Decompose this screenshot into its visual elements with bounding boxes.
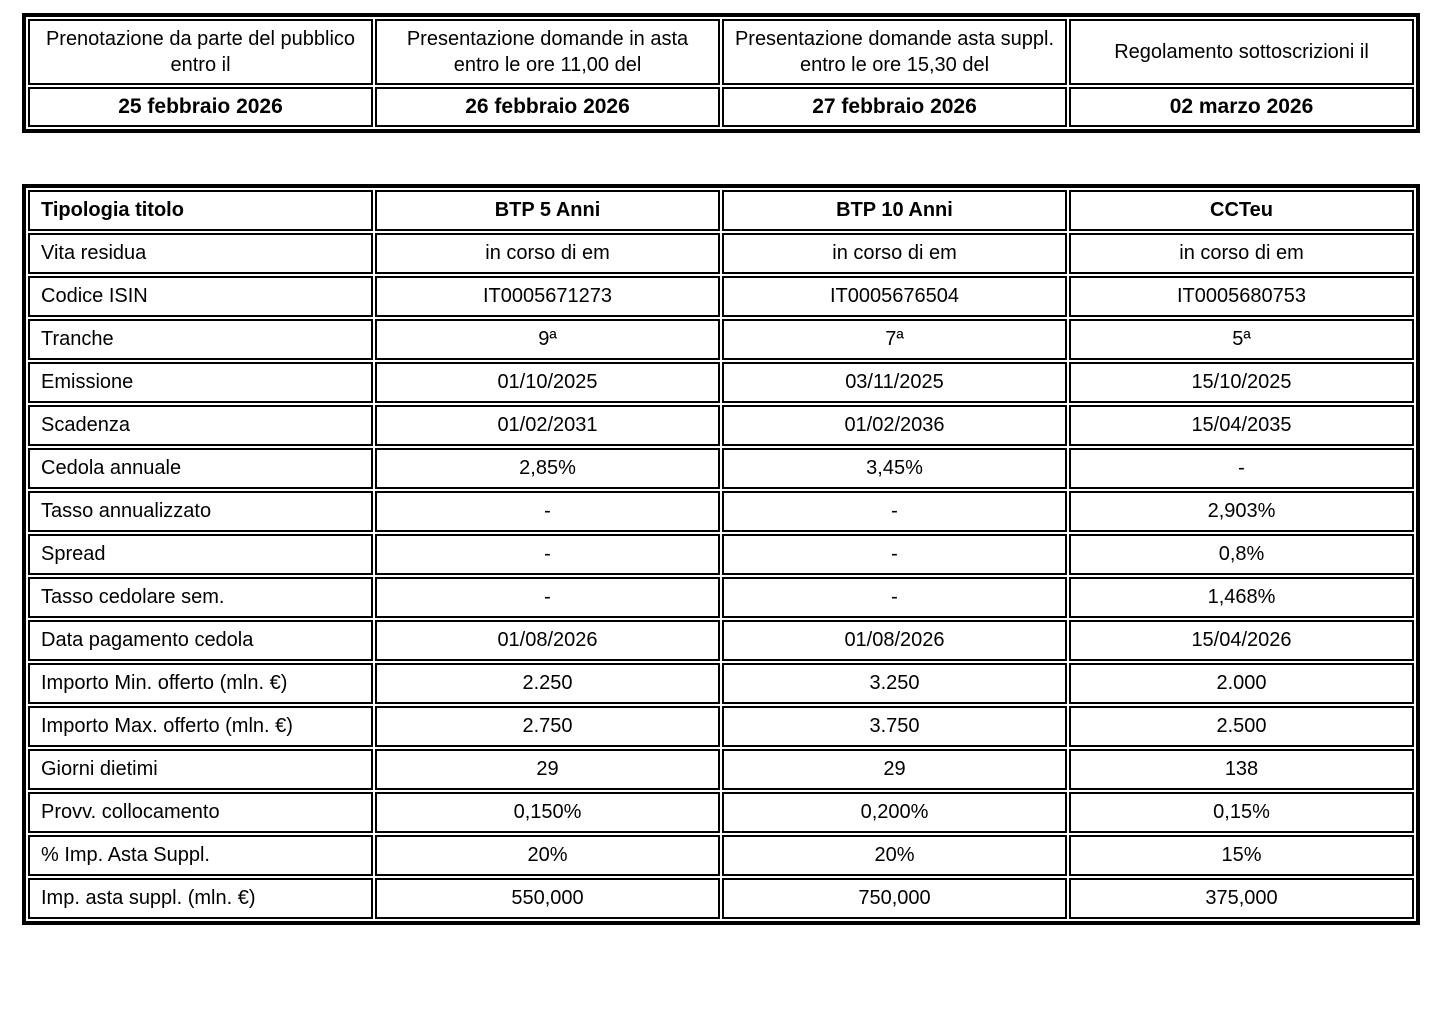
- schedule-date-asta-suppl: 27 febbraio 2026: [722, 87, 1067, 127]
- row-value: 550,000: [375, 878, 720, 919]
- table-row: % Imp. Asta Suppl. 20% 20% 15%: [28, 835, 1414, 876]
- row-label: Provv. collocamento: [28, 792, 373, 833]
- row-value: IT0005680753: [1069, 276, 1414, 317]
- schedule-header-domande-asta: Presentazione domande in asta entro le o…: [375, 19, 720, 85]
- row-label: Tasso cedolare sem.: [28, 577, 373, 618]
- row-value: 0,150%: [375, 792, 720, 833]
- row-value: 15/10/2025: [1069, 362, 1414, 403]
- schedule-header-prenotazione: Prenotazione da parte del pubblico entro…: [28, 19, 373, 85]
- row-value: 15%: [1069, 835, 1414, 876]
- table-row: Scadenza 01/02/2031 01/02/2036 15/04/203…: [28, 405, 1414, 446]
- table-row: Vita residua in corso di em in corso di …: [28, 233, 1414, 274]
- table-row: Spread - - 0,8%: [28, 534, 1414, 575]
- row-value: 138: [1069, 749, 1414, 790]
- row-label: Codice ISIN: [28, 276, 373, 317]
- row-value: 9ª: [375, 319, 720, 360]
- row-value: 01/02/2031: [375, 405, 720, 446]
- row-value: 5ª: [1069, 319, 1414, 360]
- row-label: Giorni dietimi: [28, 749, 373, 790]
- table-row: Data pagamento cedola 01/08/2026 01/08/2…: [28, 620, 1414, 661]
- schedule-header-row: Prenotazione da parte del pubblico entro…: [28, 19, 1414, 85]
- table-row: Importo Max. offerto (mln. €) 2.750 3.75…: [28, 706, 1414, 747]
- row-value: IT0005671273: [375, 276, 720, 317]
- row-value: 750,000: [722, 878, 1067, 919]
- row-label: Vita residua: [28, 233, 373, 274]
- row-value: in corso di em: [722, 233, 1067, 274]
- schedule-header-regolamento: Regolamento sottoscrizioni il: [1069, 19, 1414, 85]
- schedule-date-prenotazione: 25 febbraio 2026: [28, 87, 373, 127]
- table-row: Tranche 9ª 7ª 5ª: [28, 319, 1414, 360]
- row-value: -: [722, 491, 1067, 532]
- details-header-ccteu: CCTeu: [1069, 190, 1414, 231]
- row-value: 15/04/2035: [1069, 405, 1414, 446]
- row-value: IT0005676504: [722, 276, 1067, 317]
- row-value: 7ª: [722, 319, 1067, 360]
- row-label: Importo Max. offerto (mln. €): [28, 706, 373, 747]
- row-label: Tranche: [28, 319, 373, 360]
- row-value: -: [375, 534, 720, 575]
- row-value: 2,903%: [1069, 491, 1414, 532]
- row-value: -: [375, 577, 720, 618]
- table-row: Emissione 01/10/2025 03/11/2025 15/10/20…: [28, 362, 1414, 403]
- table-row: Importo Min. offerto (mln. €) 2.250 3.25…: [28, 663, 1414, 704]
- row-value: 01/08/2026: [722, 620, 1067, 661]
- row-value: 2.250: [375, 663, 720, 704]
- row-value: 2.500: [1069, 706, 1414, 747]
- schedule-header-asta-suppl: Presentazione domande asta suppl. entro …: [722, 19, 1067, 85]
- details-header-row: Tipologia titolo BTP 5 Anni BTP 10 Anni …: [28, 190, 1414, 231]
- table-row: Giorni dietimi 29 29 138: [28, 749, 1414, 790]
- row-value: 2.750: [375, 706, 720, 747]
- row-label: Tasso annualizzato: [28, 491, 373, 532]
- table-row: Cedola annuale 2,85% 3,45% -: [28, 448, 1414, 489]
- table-row: Imp. asta suppl. (mln. €) 550,000 750,00…: [28, 878, 1414, 919]
- schedule-dates-row: 25 febbraio 2026 26 febbraio 2026 27 feb…: [28, 87, 1414, 127]
- row-value: 03/11/2025: [722, 362, 1067, 403]
- row-label: Emissione: [28, 362, 373, 403]
- details-header-btp10: BTP 10 Anni: [722, 190, 1067, 231]
- table-row: Tasso cedolare sem. - - 1,468%: [28, 577, 1414, 618]
- security-details-table: Tipologia titolo BTP 5 Anni BTP 10 Anni …: [22, 184, 1420, 925]
- row-value: in corso di em: [1069, 233, 1414, 274]
- table-row: Codice ISIN IT0005671273 IT0005676504 IT…: [28, 276, 1414, 317]
- row-value: 01/02/2036: [722, 405, 1067, 446]
- row-value: 3,45%: [722, 448, 1067, 489]
- row-value: 29: [375, 749, 720, 790]
- row-label: Cedola annuale: [28, 448, 373, 489]
- row-label: % Imp. Asta Suppl.: [28, 835, 373, 876]
- row-label: Imp. asta suppl. (mln. €): [28, 878, 373, 919]
- row-value: in corso di em: [375, 233, 720, 274]
- row-value: 0,8%: [1069, 534, 1414, 575]
- details-header-label: Tipologia titolo: [28, 190, 373, 231]
- details-header-btp5: BTP 5 Anni: [375, 190, 720, 231]
- row-value: 01/08/2026: [375, 620, 720, 661]
- row-value: 20%: [375, 835, 720, 876]
- row-value: 0,200%: [722, 792, 1067, 833]
- auction-schedule-table: Prenotazione da parte del pubblico entro…: [22, 13, 1420, 133]
- row-label: Data pagamento cedola: [28, 620, 373, 661]
- row-label: Spread: [28, 534, 373, 575]
- row-value: -: [375, 491, 720, 532]
- row-value: 1,468%: [1069, 577, 1414, 618]
- row-value: -: [722, 534, 1067, 575]
- row-label: Scadenza: [28, 405, 373, 446]
- row-value: 375,000: [1069, 878, 1414, 919]
- row-value: 0,15%: [1069, 792, 1414, 833]
- row-value: 3.250: [722, 663, 1067, 704]
- row-label: Importo Min. offerto (mln. €): [28, 663, 373, 704]
- row-value: -: [722, 577, 1067, 618]
- details-table-body: Tipologia titolo BTP 5 Anni BTP 10 Anni …: [28, 190, 1414, 919]
- row-value: 20%: [722, 835, 1067, 876]
- row-value: -: [1069, 448, 1414, 489]
- row-value: 2,85%: [375, 448, 720, 489]
- row-value: 01/10/2025: [375, 362, 720, 403]
- table-row: Tasso annualizzato - - 2,903%: [28, 491, 1414, 532]
- schedule-date-regolamento: 02 marzo 2026: [1069, 87, 1414, 127]
- schedule-date-domande-asta: 26 febbraio 2026: [375, 87, 720, 127]
- row-value: 3.750: [722, 706, 1067, 747]
- table-row: Provv. collocamento 0,150% 0,200% 0,15%: [28, 792, 1414, 833]
- row-value: 15/04/2026: [1069, 620, 1414, 661]
- row-value: 2.000: [1069, 663, 1414, 704]
- row-value: 29: [722, 749, 1067, 790]
